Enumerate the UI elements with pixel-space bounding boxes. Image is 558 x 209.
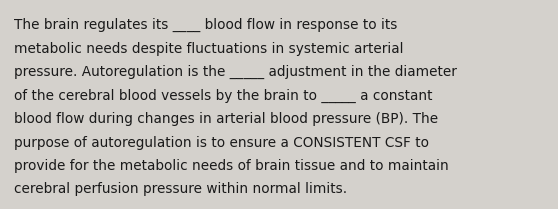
Text: The brain regulates its ____ blood flow in response to its: The brain regulates its ____ blood flow … (14, 18, 397, 32)
Text: of the cerebral blood vessels by the brain to _____ a constant: of the cerebral blood vessels by the bra… (14, 88, 432, 103)
Text: purpose of autoregulation is to ensure a CONSISTENT CSF to: purpose of autoregulation is to ensure a… (14, 135, 429, 149)
Text: provide for the metabolic needs of brain tissue and to maintain: provide for the metabolic needs of brain… (14, 159, 449, 173)
Text: metabolic needs despite fluctuations in systemic arterial: metabolic needs despite fluctuations in … (14, 42, 403, 56)
Text: cerebral perfusion pressure within normal limits.: cerebral perfusion pressure within norma… (14, 182, 347, 196)
Text: blood flow during changes in arterial blood pressure (BP). The: blood flow during changes in arterial bl… (14, 112, 438, 126)
Text: pressure. Autoregulation is the _____ adjustment in the diameter: pressure. Autoregulation is the _____ ad… (14, 65, 457, 79)
